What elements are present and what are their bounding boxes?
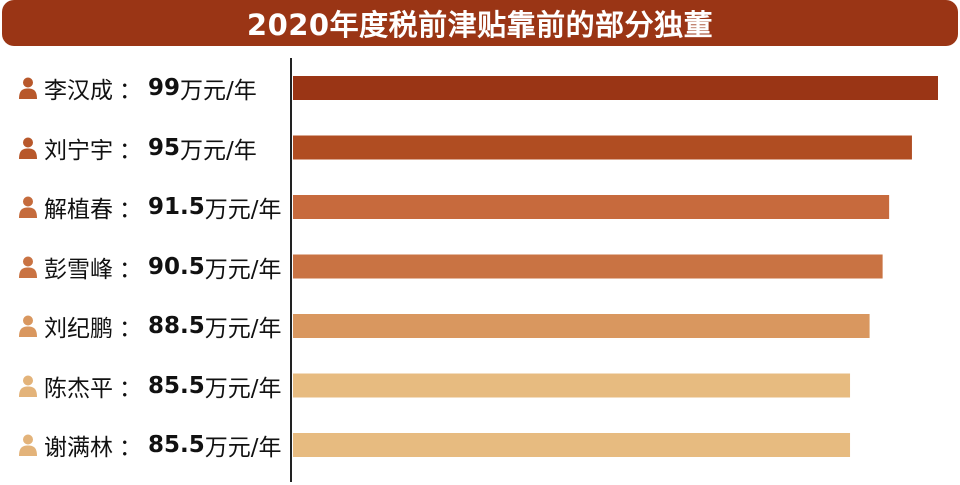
value-label: 85.5 xyxy=(148,432,205,458)
unit-label: 万元/年 xyxy=(204,435,282,461)
unit-label: 万元/年 xyxy=(180,78,257,104)
row-label-6: 陈杰平： 85.5 万元/年 xyxy=(18,366,282,406)
chart-title: 2020年度税前津贴靠前的部分独董 xyxy=(246,8,714,42)
chart-title-bar: 2020年度税前津贴靠前的部分独董 xyxy=(2,0,958,46)
row-label-7: 谢满林： 85.5 万元/年 xyxy=(18,425,282,465)
unit-label: 万元/年 xyxy=(204,316,282,342)
category-label: 陈杰平 xyxy=(44,375,113,402)
row-label-3: 解植春： 91.5 万元/年 xyxy=(18,187,282,227)
label-separator: ： xyxy=(119,375,142,402)
bar-6 xyxy=(293,373,851,398)
unit-label: 万元/年 xyxy=(204,375,282,402)
value-label: 99 xyxy=(148,75,181,101)
category-label: 解植春 xyxy=(44,197,113,223)
bar-3 xyxy=(293,195,890,219)
row-label-2: 刘宁宇： 95 万元/年 xyxy=(18,128,257,168)
row-label-4: 彭雪峰： 90.5 万元/年 xyxy=(18,247,282,287)
unit-label: 万元/年 xyxy=(180,137,257,164)
person-icon xyxy=(19,137,37,159)
bar-1 xyxy=(293,76,938,100)
category-label: 刘纪鹏 xyxy=(44,316,113,342)
person-icon xyxy=(19,77,37,99)
category-label: 谢满林 xyxy=(44,435,113,461)
bar-4 xyxy=(293,254,883,279)
value-label: 88.5 xyxy=(148,313,205,339)
label-separator: ： xyxy=(119,316,142,342)
row-label-5: 刘纪鹏： 88.5 万元/年 xyxy=(18,306,282,346)
bar-2 xyxy=(293,135,912,160)
value-label: 95 xyxy=(148,134,181,161)
person-icon xyxy=(19,315,37,337)
unit-label: 万元/年 xyxy=(204,197,282,223)
label-separator: ： xyxy=(119,137,142,164)
unit-label: 万元/年 xyxy=(204,256,282,283)
label-separator: ： xyxy=(119,256,142,283)
category-label: 彭雪峰 xyxy=(44,256,113,283)
person-icon xyxy=(19,196,37,218)
value-label: 91.5 xyxy=(148,194,205,220)
label-separator: ： xyxy=(119,435,142,461)
person-icon xyxy=(19,256,37,278)
label-separator: ： xyxy=(119,78,142,104)
value-label: 85.5 xyxy=(148,372,205,399)
category-label: 刘宁宇 xyxy=(44,137,113,164)
category-label: 李汉成 xyxy=(44,78,113,104)
row-label-1: 李汉成： 99 万元/年 xyxy=(18,68,257,108)
bar-7 xyxy=(293,433,851,457)
person-icon xyxy=(19,375,37,397)
bar-5 xyxy=(293,314,870,338)
person-icon xyxy=(19,434,37,456)
label-separator: ： xyxy=(119,197,142,223)
value-label: 90.5 xyxy=(148,253,205,280)
